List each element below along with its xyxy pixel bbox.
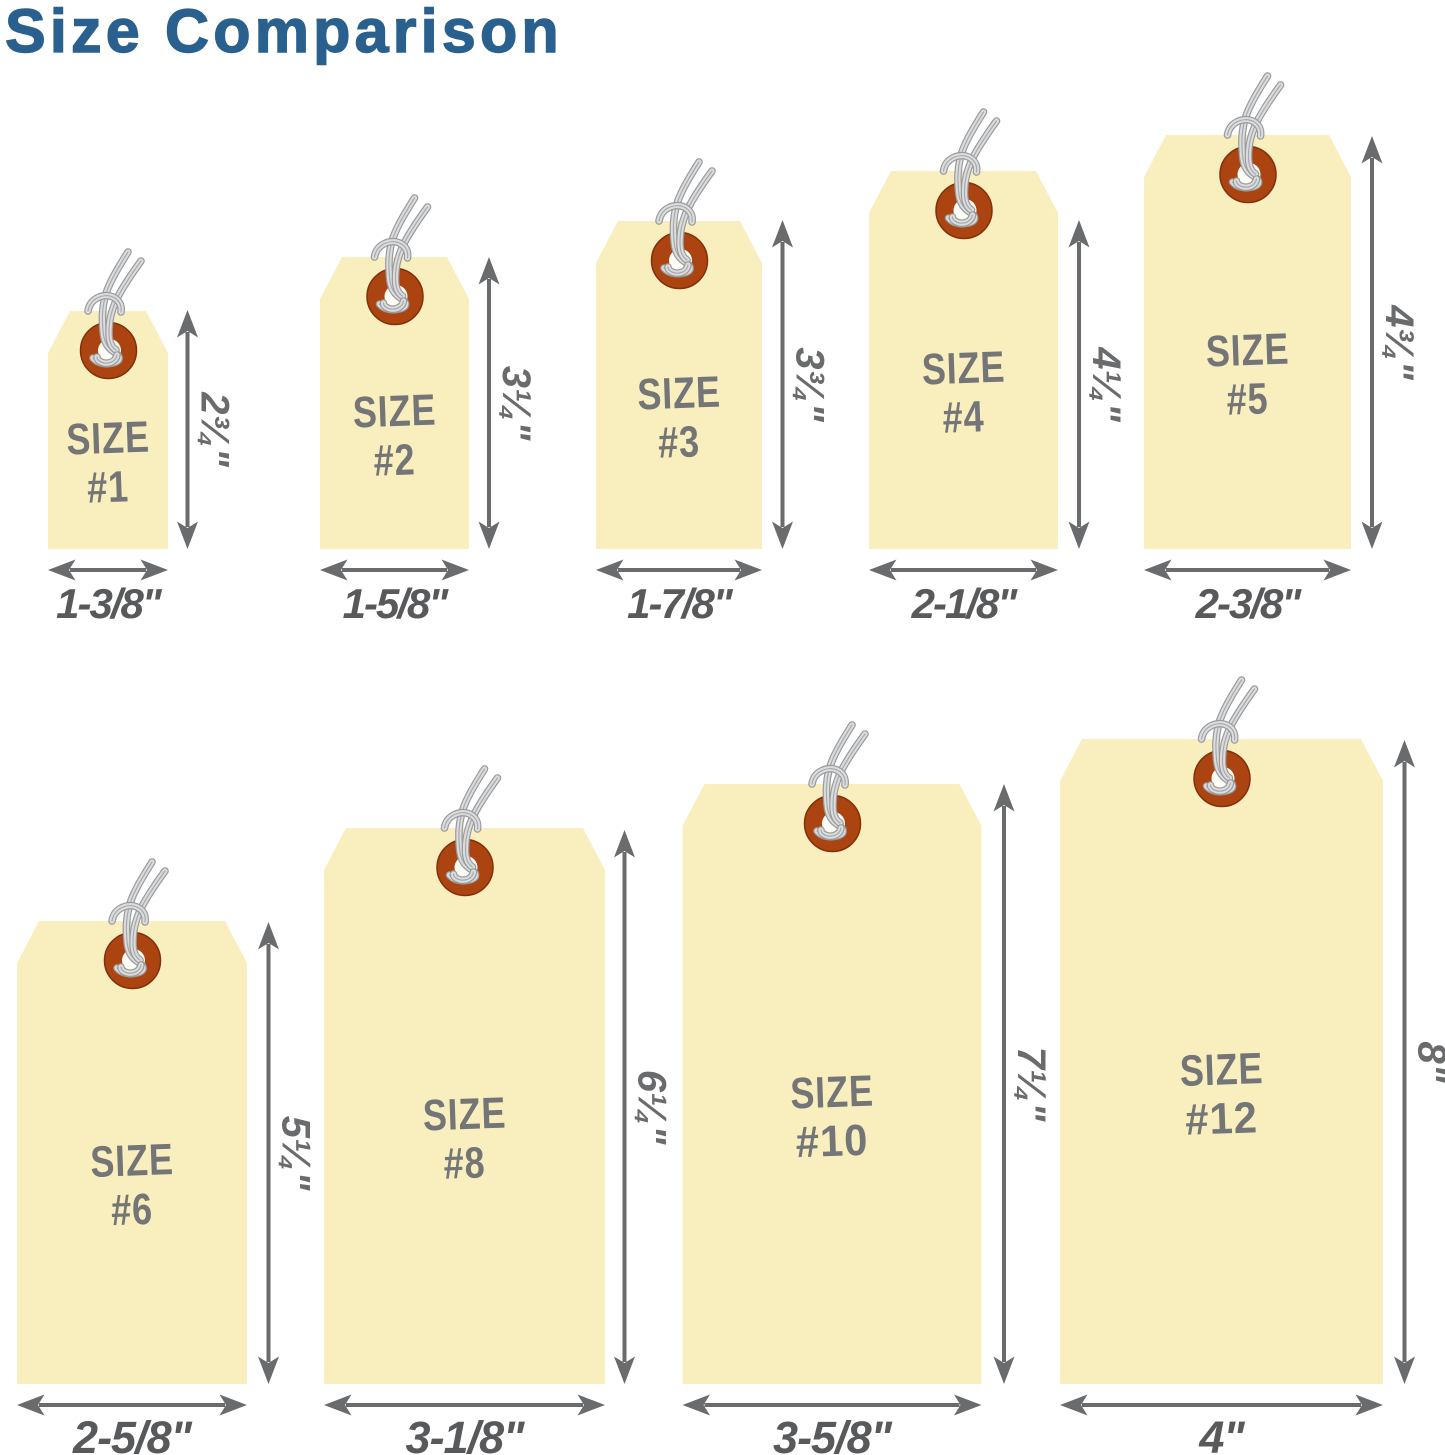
svg-text:3¼": 3¼" [494, 366, 538, 442]
svg-text:8": 8" [1410, 1041, 1445, 1083]
svg-text:SIZE: SIZE [352, 385, 437, 437]
svg-text:SIZE: SIZE [422, 1088, 507, 1140]
svg-text:4¼": 4¼" [1084, 346, 1128, 423]
svg-text:#12: #12 [1184, 1093, 1258, 1145]
svg-text:1-5/8": 1-5/8" [343, 580, 450, 627]
svg-text:1-3/8": 1-3/8" [56, 580, 163, 627]
svg-text:2-5/8": 2-5/8" [72, 1412, 193, 1455]
svg-text:#3: #3 [657, 417, 700, 468]
svg-text:5¼": 5¼" [274, 1116, 318, 1192]
svg-text:#1: #1 [86, 462, 129, 513]
svg-text:SIZE: SIZE [636, 367, 721, 419]
svg-text:SIZE: SIZE [921, 342, 1006, 394]
svg-text:3-5/8": 3-5/8" [773, 1412, 893, 1455]
svg-text:SIZE: SIZE [789, 1066, 874, 1118]
svg-text:SIZE: SIZE [89, 1135, 174, 1187]
svg-text:SIZE: SIZE [1205, 324, 1290, 376]
svg-text:2-3/8": 2-3/8" [1195, 580, 1303, 627]
svg-text:SIZE: SIZE [65, 412, 150, 464]
svg-text:4": 4" [1198, 1412, 1245, 1455]
svg-text:2¾": 2¾" [193, 391, 237, 468]
svg-text:3¾": 3¾" [788, 347, 832, 423]
svg-text:#6: #6 [110, 1184, 153, 1235]
svg-text:#8: #8 [443, 1138, 486, 1189]
svg-text:1-7/8": 1-7/8" [627, 580, 734, 627]
svg-text:Size Comparison: Size Comparison [5, 0, 563, 65]
svg-text:4¾": 4¾" [1377, 304, 1421, 381]
svg-text:7¼": 7¼" [1009, 1047, 1053, 1123]
svg-text:#4: #4 [942, 392, 985, 443]
svg-text:3-1/8": 3-1/8" [406, 1412, 526, 1455]
svg-text:#2: #2 [373, 435, 416, 486]
svg-text:2-1/8": 2-1/8" [911, 580, 1019, 627]
svg-text:6¼": 6¼" [630, 1070, 674, 1146]
svg-text:#5: #5 [1226, 374, 1269, 425]
svg-text:SIZE: SIZE [1179, 1044, 1264, 1096]
svg-text:#10: #10 [795, 1116, 869, 1168]
